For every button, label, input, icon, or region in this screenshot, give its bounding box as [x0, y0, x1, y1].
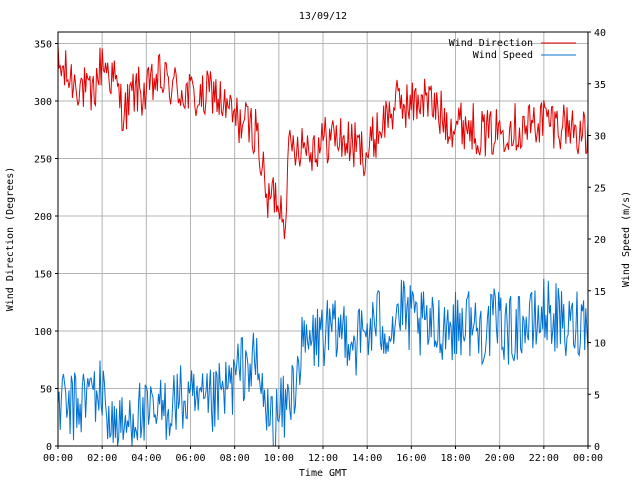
x-tick-label: 00:00 — [573, 453, 603, 464]
y-left-tick-label: 50 — [40, 385, 52, 396]
legend: Wind Direction Wind Speed — [449, 38, 576, 61]
x-tick-label: 10:00 — [264, 453, 294, 464]
x-tick-label: 02:00 — [87, 453, 117, 464]
x-tick-label: 08:00 — [220, 453, 250, 464]
axis-ticks: 00:00 02:00 04:00 06:00 08:00 10:00 12:00 14:00… — [34, 28, 606, 464]
y-right-tick-label: 30 — [594, 132, 606, 143]
y-left-tick-label: 250 — [34, 155, 52, 166]
y-axis-label-right: Wind Speed (m/s) — [621, 191, 632, 287]
x-tick-label: 14:00 — [352, 453, 382, 464]
series-line-wind-direction — [57, 43, 589, 240]
series-layer — [57, 43, 589, 447]
legend-label-wind-speed: Wind Speed — [473, 50, 533, 61]
y-right-tick-label: 10 — [594, 339, 606, 350]
x-tick-label: 06:00 — [175, 453, 205, 464]
y-left-tick-label: 100 — [34, 327, 52, 338]
y-left-tick-label: 150 — [34, 270, 52, 281]
y-left-tick-label: 350 — [34, 40, 52, 51]
y-right-tick-label: 35 — [594, 80, 606, 91]
y-right-tick-label: 0 — [594, 442, 600, 453]
y-left-tick-label: 0 — [46, 442, 52, 453]
y-left-tick-label: 200 — [34, 212, 52, 223]
y-right-tick-label: 20 — [594, 235, 606, 246]
y-axis-label-left: Wind Direction (Degrees) — [5, 167, 16, 312]
x-tick-label: 20:00 — [485, 453, 515, 464]
series-line-wind-speed — [57, 278, 589, 447]
x-tick-label: 18:00 — [440, 453, 470, 464]
x-tick-label: 22:00 — [529, 453, 559, 464]
y-right-tick-label: 40 — [594, 28, 606, 39]
x-axis-label: Time GMT — [299, 468, 347, 479]
y-right-tick-label: 5 — [594, 390, 600, 401]
y-right-tick-label: 25 — [594, 183, 606, 194]
legend-label-wind-direction: Wind Direction — [449, 38, 533, 49]
x-tick-label: 12:00 — [308, 453, 338, 464]
chart-title: 13/09/12 — [299, 11, 347, 22]
x-tick-label: 16:00 — [396, 453, 426, 464]
y-left-tick-label: 300 — [34, 97, 52, 108]
x-tick-label: 04:00 — [131, 453, 161, 464]
x-tick-label: 00:00 — [43, 453, 73, 464]
y-right-tick-label: 15 — [594, 287, 606, 298]
